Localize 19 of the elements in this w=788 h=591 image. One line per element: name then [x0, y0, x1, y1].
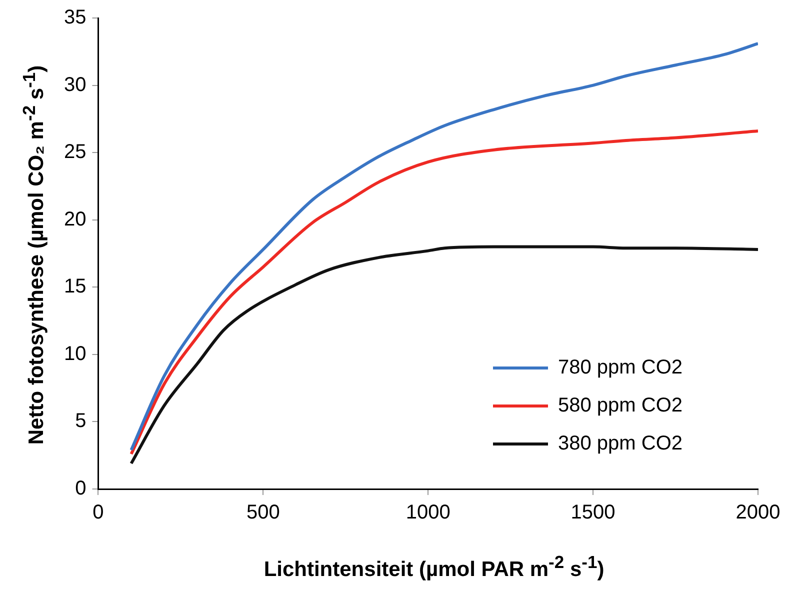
y-tick-label: 30	[64, 74, 86, 96]
line-series	[130, 245, 758, 465]
y-tick-label: 0	[75, 478, 86, 500]
x-axis-title: Lichtintensiteit (µmol PAR m$^{-2}$ s$^{-1}$)	[262, 552, 606, 582]
y-tick-label: 10	[64, 342, 86, 365]
y-tick-label: 15	[64, 276, 86, 298]
y-tick-label: 20	[64, 208, 86, 230]
x-tick-label: 500	[246, 502, 280, 524]
y-tick-label: 35	[64, 6, 86, 29]
x-tick-label: 2000	[736, 502, 780, 524]
y-tick-label: 5	[75, 410, 86, 432]
x-tick-label: 1500	[570, 502, 616, 524]
y-tick-label: 25	[64, 141, 86, 164]
line-series	[130, 130, 758, 456]
x-tick-label: 0	[92, 502, 104, 524]
legend-label: 780 ppm CO2	[558, 356, 683, 379]
legend-label: 380 ppm CO2	[558, 432, 683, 455]
x-tick-label: 1000	[406, 502, 450, 524]
legend-label: 580 ppm CO2	[558, 394, 683, 417]
